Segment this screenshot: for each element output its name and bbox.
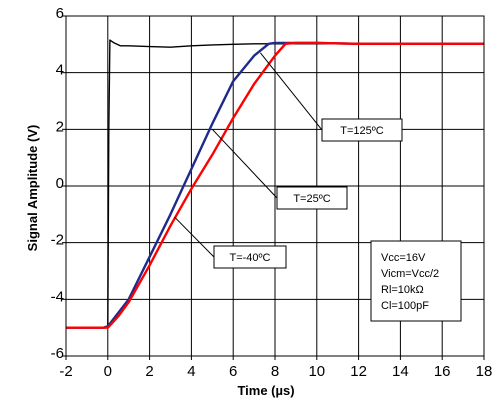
y-tick-label: -4 [51,288,64,305]
y-axis-title: Signal Amplitude (V) [25,125,40,252]
x-tick-label: 16 [434,363,451,380]
x-tick-label: 10 [308,363,325,380]
y-tick-label: 0 [56,175,64,192]
callout-leader [174,216,215,258]
condition-line: Vcc=16V [381,252,426,264]
x-tick-labels: -2 0 2 4 6 8 10 12 14 16 18 [59,363,492,380]
conditions-box: Vcc=16V Vicm=Vcc/2 Rl=10kΩ Cl=100pF [370,240,462,322]
callout-box [276,186,348,210]
x-tick-label: 6 [229,363,237,380]
conditions-frame [370,240,462,322]
callout-label: T=125ºC [340,125,384,137]
x-tick-label: 12 [350,363,367,380]
condition-line: Cl=100pF [381,300,429,312]
x-tick-label: 14 [392,363,409,380]
x-tick-label: 18 [476,363,493,380]
callout-box [321,118,403,142]
y-tick-label: -6 [51,345,64,362]
callout-leader [259,52,323,131]
callout-layer: T=125ºC T=25ºC T=-40ºC [174,52,403,269]
y-tick-label: 2 [56,118,64,135]
x-tick-label: 8 [271,363,279,380]
condition-line: Rl=10kΩ [381,284,424,296]
x-tick-label: -2 [59,363,72,380]
y-tick-labels: 6 4 2 0 -2 -4 -6 [51,5,64,362]
callout-leader [211,128,278,199]
series-line [66,41,484,329]
condition-line: Vicm=Vcc/2 [381,268,439,280]
x-tick-label: 2 [145,363,153,380]
x-tick-label: 4 [187,363,195,380]
tick-marks [62,15,485,360]
x-axis-title: Time (µs) [237,383,294,398]
series-layer [66,39,485,329]
callout-box [213,245,287,269]
x-tick-label: 0 [104,363,112,380]
y-tick-label: -2 [51,232,64,249]
y-tick-label: 4 [56,62,64,79]
callout-label: T=25ºC [293,193,330,205]
y-tick-label: 6 [56,5,64,22]
callout-label: T=-40ºC [229,252,270,264]
